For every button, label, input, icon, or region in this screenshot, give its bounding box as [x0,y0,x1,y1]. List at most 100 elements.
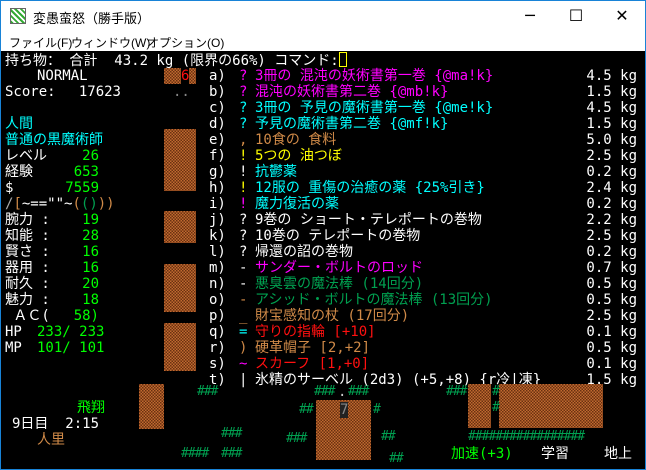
stat-label: 賢さ : [5,244,50,260]
gold-label: $ [5,180,14,196]
item-symbol: - [239,260,248,276]
item-name[interactable]: 守りの指輪 [+10] [255,324,376,340]
item-letter[interactable]: b) [209,84,226,100]
item-name[interactable]: スカーフ [1,+0] [255,356,370,372]
tree-tile: ### [197,384,219,399]
item-letter[interactable]: m) [209,260,226,276]
item-name[interactable]: 抗鬱薬 [255,164,297,180]
item-name[interactable]: 10巻の テレポートの巻物 [255,228,421,244]
item-weight: 0.1 kg [586,356,637,372]
item-symbol: ? [239,228,248,244]
tree-tile: ### [314,384,336,399]
level-label: レベル [5,148,47,164]
equipment-glyph: [ [13,196,22,212]
item-letter[interactable]: l) [209,244,226,260]
item-name[interactable]: 混沌の妖術書第二巻 {@mb!k} [255,84,449,100]
item-symbol: ? [239,244,248,260]
stat-label: 耐久 : [5,276,50,292]
wall-tile [468,384,491,428]
item-name[interactable]: 予見の魔術書第二巻 {@mf!k} [255,116,449,132]
item-letter[interactable]: e) [209,132,226,148]
stat-value: 16 [82,260,99,276]
tree-tile: ### [221,446,243,461]
item-symbol: , [239,132,248,148]
item-letter[interactable]: o) [209,292,226,308]
item-letter[interactable]: i) [209,196,226,212]
item-letter[interactable]: h) [209,180,226,196]
exp-value: 653 [73,164,99,180]
item-weight: 0.5 kg [586,292,637,308]
item-letter[interactable]: g) [209,164,226,180]
item-name[interactable]: 3冊の 混沌の妖術書第一巻 {@ma!k} [255,68,494,84]
terminal[interactable]: 持ち物： 合計 43.2 kg (限界の66%) コマンド: NORMAL Sc… [1,51,645,469]
item-name[interactable]: 悪臭雲の魔法棒 (14回分) [255,276,424,292]
item-weight: 1.5 kg [586,116,637,132]
close-button[interactable]: ✕ [615,6,629,25]
tree-tile: ### [446,384,468,399]
menu-window[interactable]: ウィンドウ(W) [71,36,151,50]
score-label: Score: [5,84,56,100]
item-name[interactable]: 12服の 重傷の治癒の薬 {25%引き} [255,180,485,196]
item-letter[interactable]: k) [209,228,226,244]
tree-tile: #### [181,446,209,461]
item-letter[interactable]: a) [209,68,226,84]
tree-tile: ### [348,384,370,399]
game-day-time: 9日目 2:15 [12,416,100,432]
tree-tile: ## [381,429,396,444]
item-name[interactable]: サンダー・ボルトのロッド [255,260,423,276]
item-symbol: ~ [239,356,248,372]
equipment-glyph: () [80,196,98,212]
menu-file[interactable]: ファイル(F) [9,36,73,50]
maximize-button[interactable]: ☐ [568,6,584,25]
item-weight: 5.0 kg [586,132,637,148]
minimize-button[interactable]: ─ [525,6,535,25]
item-name[interactable]: 5つの 油つぼ [255,148,342,164]
item-weight: 2.5 kg [586,148,637,164]
item-letter[interactable]: p) [209,308,226,324]
wall-tile [164,129,196,191]
monster-7[interactable]: 7 [340,402,349,418]
item-weight: 0.7 kg [586,260,637,276]
item-name[interactable]: 氷精のサーベル (2d3) (+5,+8) {r冷|凍} [255,372,542,388]
tree-tile: # [492,384,500,399]
menu-options[interactable]: オプション(O) [147,36,225,50]
level-value: 26 [82,148,99,164]
equipment-glyph: / [5,196,14,212]
item-symbol: - [239,276,248,292]
race: 人間 [5,116,33,132]
item-symbol: ? [239,116,248,132]
item-letter[interactable]: f) [209,148,226,164]
wall-tile [164,323,196,371]
item-letter[interactable]: d) [209,116,226,132]
item-letter[interactable]: q) [209,324,226,340]
item-letter[interactable]: t) [209,372,226,388]
stat-value: 28 [82,228,99,244]
item-name[interactable]: 9巻の ショート・テレポートの巻物 [255,212,482,228]
item-name[interactable]: 財宝感知の杖 (17回分) [255,308,410,324]
game-mode: NORMAL [37,68,88,84]
item-symbol: ? [239,68,248,84]
item-name[interactable]: 帰還の詔の巻物 [255,244,353,260]
class: 普通の黒魔術師 [5,132,103,148]
item-name[interactable]: 10食の 食料 [255,132,337,148]
equipment-glyph: ~==""~ [21,196,73,212]
ac-label: ＡＣ( [5,308,50,324]
wall-tile [164,264,196,312]
item-name[interactable]: アシッド・ボルトの魔法棒 (13回分) [255,292,493,308]
monster-6[interactable]: 6 [181,68,190,84]
tree-tile: ## [299,402,314,417]
item-letter[interactable]: n) [209,276,226,292]
item-letter[interactable]: j) [209,212,226,228]
item-letter[interactable]: s) [209,356,226,372]
item-name[interactable]: 硬革帽子 [2,+2] [255,340,371,356]
item-name[interactable]: 3冊の 予見の魔術書第一巻 {@me!k} [255,100,494,116]
item-weight: 2.5 kg [586,228,637,244]
window-title: 変愚蛮怒（勝手版） [33,11,151,26]
item-letter[interactable]: r) [209,340,226,356]
item-letter[interactable]: c) [209,100,226,116]
study-status: 学習 [541,446,569,462]
tree-tile: ## [389,451,404,466]
wall-tile [164,211,196,243]
item-name[interactable]: 魔力復活の薬 [255,196,339,212]
item-weight: 0.5 kg [586,276,637,292]
